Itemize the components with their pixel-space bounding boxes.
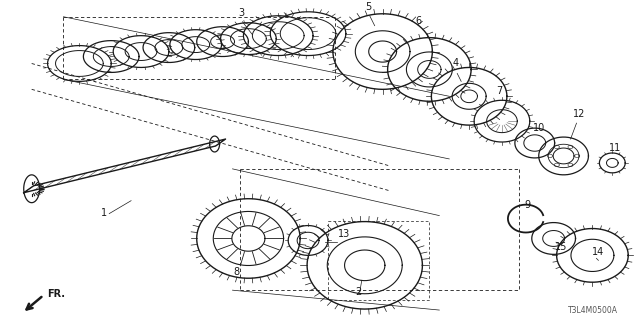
- Text: 6: 6: [415, 16, 422, 26]
- Text: 10: 10: [532, 123, 545, 133]
- Text: 9: 9: [525, 200, 531, 210]
- Text: 15: 15: [555, 243, 567, 252]
- Text: 1: 1: [101, 208, 108, 218]
- Text: 5: 5: [365, 2, 371, 12]
- Text: 13: 13: [338, 229, 350, 239]
- Text: 12: 12: [573, 109, 585, 119]
- Text: 8: 8: [234, 267, 239, 277]
- Text: 4: 4: [452, 59, 458, 68]
- Text: 3: 3: [239, 8, 244, 18]
- Text: 14: 14: [593, 247, 605, 257]
- Text: 2: 2: [355, 287, 361, 297]
- Text: 11: 11: [609, 143, 621, 153]
- Text: 7: 7: [496, 86, 502, 96]
- Text: T3L4M0500A: T3L4M0500A: [568, 306, 618, 315]
- Text: FR.: FR.: [47, 289, 65, 299]
